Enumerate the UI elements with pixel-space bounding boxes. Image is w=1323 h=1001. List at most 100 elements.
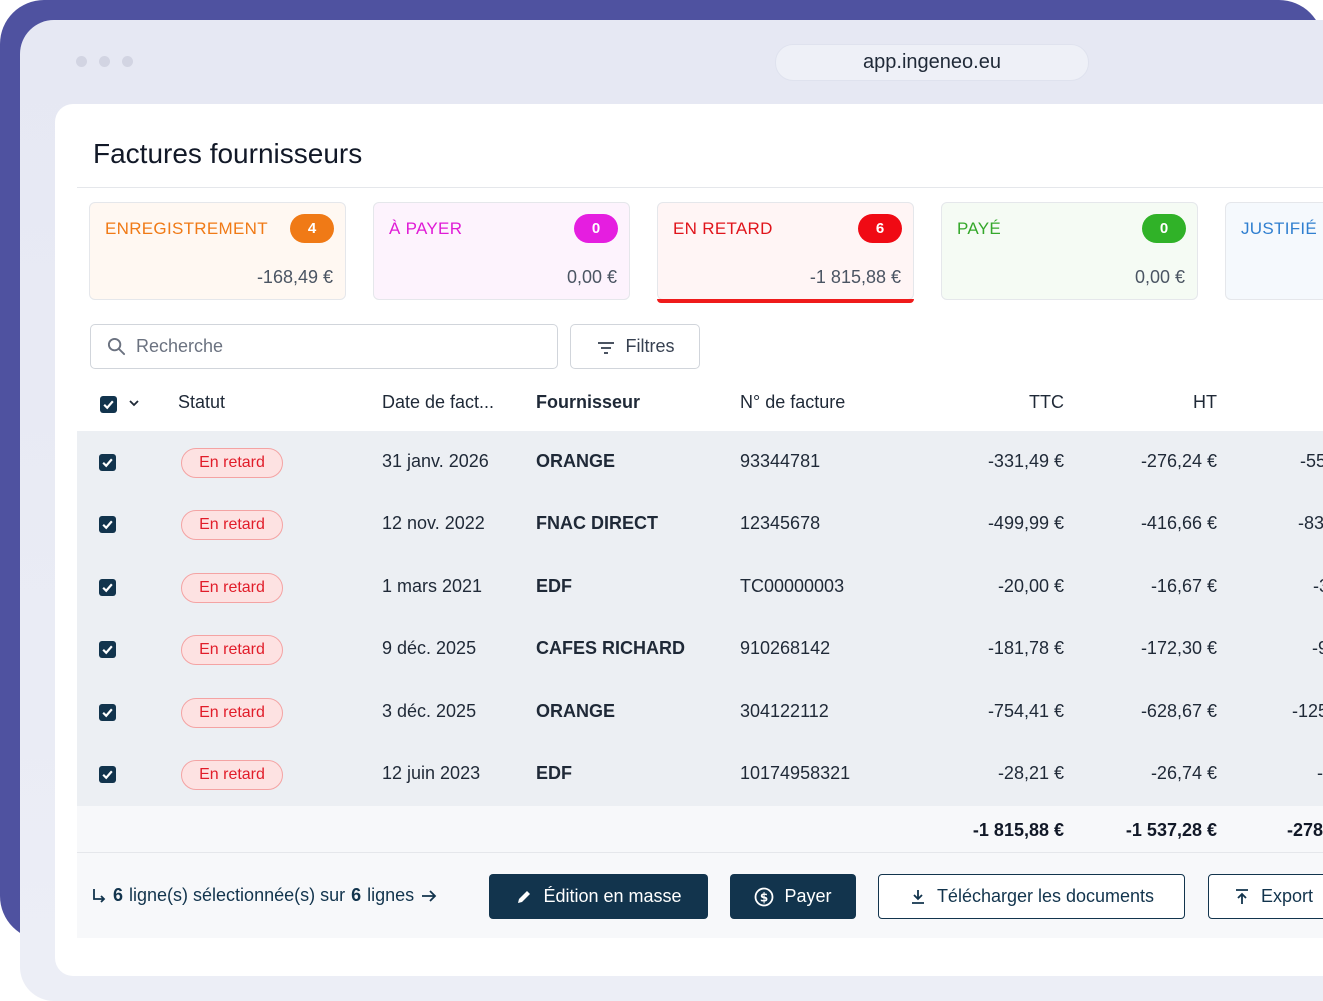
cell-supplier: FNAC DIRECT: [536, 513, 658, 533]
table-row[interactable]: En retard 9 déc. 2025 CAFES RICHARD 9102…: [77, 618, 1323, 680]
status-card-count-badge: 4: [290, 214, 334, 243]
total-ht: -1 537,28 €: [1125, 820, 1217, 840]
download-icon: [911, 889, 924, 904]
bulk-edit-button[interactable]: Édition en masse: [489, 874, 708, 919]
row-checkbox[interactable]: [99, 579, 116, 596]
svg-text:$: $: [760, 890, 768, 904]
cell-tva: -: [1317, 763, 1323, 783]
cell-invoice-number: 910268142: [740, 638, 831, 658]
export-button[interactable]: Export: [1208, 874, 1323, 919]
chevron-down-icon[interactable]: [127, 396, 141, 415]
cell-invoice-number: 93344781: [740, 451, 821, 471]
status-card-amount: 0,00 €: [566, 267, 617, 287]
column-header-ttc[interactable]: TTC: [1029, 392, 1064, 412]
status-card-label: EN RETARD: [673, 219, 773, 238]
cell-ht: -416,66 €: [1140, 513, 1217, 533]
return-arrow-icon: [93, 888, 106, 903]
table-row[interactable]: En retard 1 mars 2021 EDF TC00000003 -20…: [77, 556, 1323, 618]
cell-ttc: -20,00 €: [997, 576, 1064, 596]
table-row[interactable]: En retard 31 janv. 2026 ORANGE 93344781 …: [77, 431, 1323, 493]
row-checkbox[interactable]: [99, 704, 116, 721]
filter-icon: [597, 341, 614, 354]
table-row[interactable]: En retard 12 nov. 2022 FNAC DIRECT 12345…: [77, 493, 1323, 555]
status-card-amount: -168,49 €: [256, 267, 333, 287]
status-card-paye[interactable]: PAYÉ 0 0,00 €: [941, 202, 1198, 300]
column-header-invoice-number[interactable]: N° de facture: [740, 392, 846, 412]
window-dot[interactable]: [76, 56, 87, 67]
cell-ttc: -499,99 €: [987, 513, 1064, 533]
app-panel: Factures fournisseurs ENREGISTREMENT 4 -…: [55, 104, 1323, 976]
cell-invoice-number: TC00000003: [740, 576, 845, 596]
filters-label: Filtres: [625, 336, 675, 356]
download-label: Télécharger les documents: [936, 886, 1155, 906]
arrow-right-icon: [422, 889, 437, 902]
select-all-checkbox[interactable]: [100, 396, 117, 413]
status-card-label: À PAYER: [389, 219, 463, 238]
cell-date: 31 janv. 2026: [382, 451, 489, 471]
checkmark-icon: [102, 645, 113, 655]
cell-date: 3 déc. 2025: [382, 701, 477, 721]
status-card-justifie[interactable]: JUSTIFIÉ: [1225, 202, 1323, 300]
status-card-enregistrement[interactable]: ENREGISTREMENT 4 -168,49 €: [89, 202, 346, 300]
cell-supplier: EDF: [536, 763, 572, 783]
cell-ttc: -181,78 €: [987, 638, 1064, 658]
cell-ttc: -28,21 €: [997, 763, 1064, 783]
active-card-indicator: [657, 299, 914, 303]
export-label: Export: [1260, 886, 1314, 906]
row-checkbox[interactable]: [99, 641, 116, 658]
cell-invoice-number: 304122112: [740, 701, 829, 721]
total-ttc: -1 815,88 €: [972, 820, 1064, 840]
row-checkbox[interactable]: [99, 454, 116, 471]
cell-date: 12 nov. 2022: [382, 513, 485, 533]
checkmark-icon: [103, 400, 114, 410]
search-box[interactable]: [90, 324, 558, 369]
checkmark-icon: [102, 770, 113, 780]
download-documents-button[interactable]: Télécharger les documents: [878, 874, 1185, 919]
search-input[interactable]: [136, 336, 536, 357]
cell-ht: -628,67 €: [1140, 701, 1217, 721]
checkmark-icon: [102, 583, 113, 593]
cell-date: 12 juin 2023: [382, 763, 481, 783]
cell-date: 1 mars 2021: [382, 576, 483, 596]
cell-tva: -55: [1300, 451, 1323, 471]
table-row[interactable]: En retard 12 juin 2023 EDF 10174958321 -…: [77, 743, 1323, 805]
table-body: En retard 31 janv. 2026 ORANGE 93344781 …: [77, 431, 1323, 806]
bulk-edit-label: Édition en masse: [543, 886, 682, 906]
cell-invoice-number: 10174958321: [740, 763, 851, 783]
cell-date: 9 déc. 2025: [382, 638, 477, 658]
cell-invoice-number: 12345678: [740, 513, 821, 533]
selection-summary[interactable]: 6 ligne(s) sélectionnée(s) sur 6 lignes: [91, 885, 438, 906]
status-badge: En retard: [181, 635, 283, 665]
status-card-en-retard[interactable]: EN RETARD 6 -1 815,88 €: [657, 202, 914, 303]
status-card-a-payer[interactable]: À PAYER 0 0,00 €: [373, 202, 630, 300]
selected-text: ligne(s) sélectionnée(s) sur: [129, 885, 346, 905]
selected-count: 6: [113, 885, 124, 905]
column-header-ht[interactable]: HT: [1193, 392, 1217, 412]
window-dot[interactable]: [122, 56, 133, 67]
cell-ht: -16,67 €: [1150, 576, 1217, 596]
browser-window: app.ingeneo.eu Factures fournisseurs ENR…: [20, 20, 1323, 1001]
cell-supplier: CAFES RICHARD: [536, 638, 686, 658]
row-checkbox[interactable]: [99, 766, 116, 783]
checkmark-icon: [102, 520, 113, 530]
checkmark-icon: [102, 458, 113, 468]
window-dot[interactable]: [99, 56, 110, 67]
status-card-count-badge: 0: [1142, 214, 1186, 243]
row-checkbox[interactable]: [99, 516, 116, 533]
column-header-status[interactable]: Statut: [178, 392, 226, 412]
url-bar[interactable]: app.ingeneo.eu: [775, 44, 1089, 81]
cell-supplier: ORANGE: [536, 451, 616, 471]
cell-tva: -3: [1313, 576, 1323, 596]
status-card-label: PAYÉ: [957, 219, 1002, 238]
cell-tva: -9: [1312, 638, 1323, 658]
column-header-date[interactable]: Date de fact...: [382, 392, 495, 412]
status-card-count-badge: 0: [574, 214, 618, 243]
cell-ht: -26,74 €: [1150, 763, 1217, 783]
table-row[interactable]: En retard 3 déc. 2025 ORANGE 304122112 -…: [77, 681, 1323, 743]
totals-row: -1 815,88 € -1 537,28 € -278: [77, 806, 1323, 853]
column-header-supplier[interactable]: Fournisseur: [536, 392, 641, 412]
filters-button[interactable]: Filtres: [570, 324, 700, 369]
dollar-circle-icon: $: [755, 887, 774, 906]
pay-button[interactable]: $ Payer: [730, 874, 856, 919]
cell-ht: -276,24 €: [1140, 451, 1217, 471]
